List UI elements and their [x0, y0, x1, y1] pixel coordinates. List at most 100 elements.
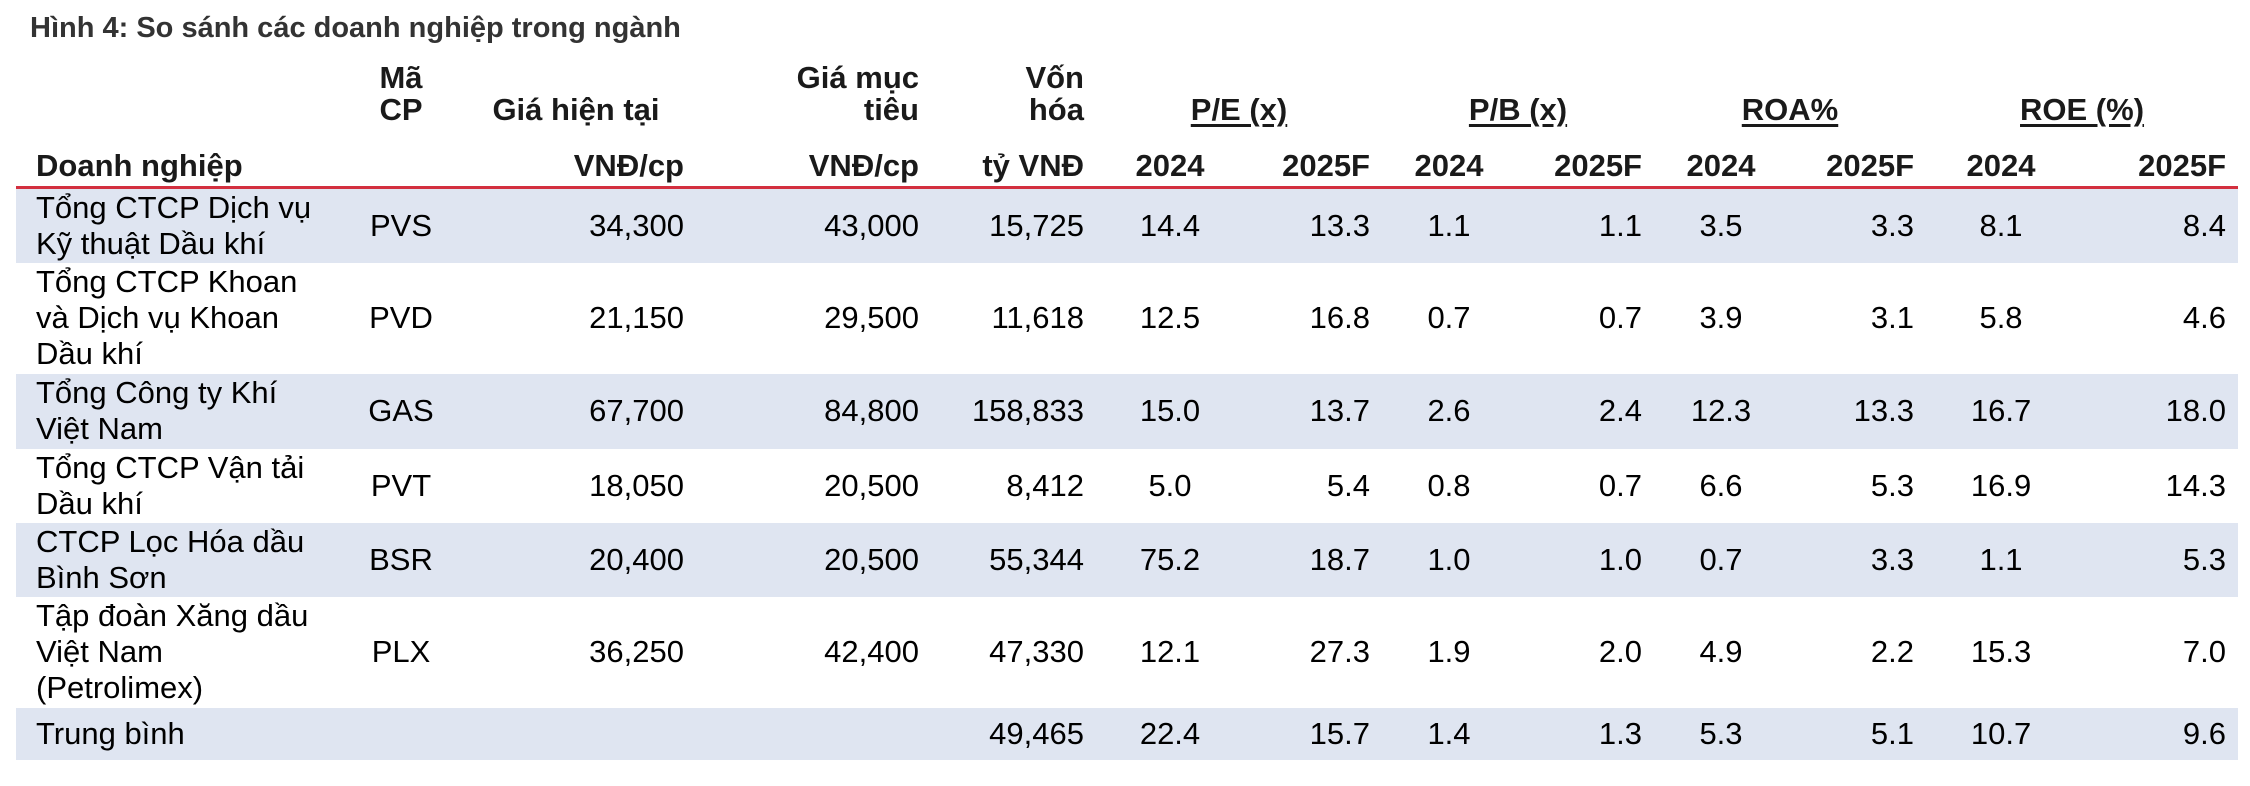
header-unit-target: VNĐ/cp	[808, 148, 919, 183]
company-name-text: CTCP Lọc Hóa dầu Bình Sơn	[36, 523, 305, 595]
pe-2025f-cell: 13.3	[1244, 187, 1382, 263]
roe-2025f-cell: 5.3	[2076, 522, 2239, 597]
current-price-cell: 18,050	[589, 467, 684, 503]
target-price-cell: 29,500	[824, 300, 919, 335]
market-cap-cell: 47,330	[989, 634, 1084, 669]
ticker-cell: GAS	[346, 373, 456, 449]
target-price-cell: 20,500	[824, 467, 919, 503]
header-blank-2	[346, 126, 456, 188]
roe-2024-cell: 1.1	[1926, 522, 2077, 597]
target-price-cell: 84,800	[696, 373, 931, 449]
header-row-1: Mã CP Giá hiện tại Giá mục tiêu Vốn hóa …	[16, 62, 2238, 126]
header-pb-label: P/B (x)	[1468, 92, 1568, 127]
company-name: Tổng CTCP Khoan và Dịch vụ Khoan Dầu khí	[16, 263, 346, 374]
header-target-price: Giá mục tiêu	[696, 62, 931, 126]
average-row: Trung bình 49,465 22.4 15.7 1.4 1.3 5.3 …	[16, 707, 2239, 760]
pe-2024-cell: 12.5	[1139, 300, 1201, 335]
target-price-cell: 20,500	[696, 522, 931, 597]
company-name-text: Tổng Công ty Khí Việt Nam	[36, 375, 278, 446]
roa-2024-cell: 3.5	[1654, 187, 1788, 263]
average-roe-2024: 10.7	[1926, 707, 2077, 760]
average-ticker-empty	[346, 707, 456, 760]
pb-2024-cell: 0.7	[1427, 300, 1471, 335]
header-pb-2025f: 2025F	[1554, 148, 1642, 183]
roe-2025f-cell: 7.0	[2182, 634, 2227, 669]
header-roa-group: ROA%	[1654, 62, 1926, 126]
header-roe-2025f: 2025F	[2138, 148, 2227, 183]
roe-2025f-cell: 4.6	[2182, 300, 2227, 335]
pe-2024-cell: 12.1	[1139, 634, 1201, 669]
header-pe-label: P/E (x)	[1190, 92, 1288, 127]
pe-2024-cell: 5.0	[1148, 467, 1192, 503]
company-name: Tổng CTCP Dịch vụ Kỹ thuật Dầu khí	[16, 187, 346, 263]
roe-2024-cell: 15.3	[1970, 634, 2032, 669]
market-cap-cell: 158,833	[931, 373, 1096, 449]
ticker-cell: PVS	[346, 187, 456, 263]
pb-2024-cell: 1.1	[1382, 187, 1516, 263]
table-row: Tập đoàn Xăng dầu Việt Nam (Petrolimex) …	[16, 597, 2238, 708]
pe-2025f-cell: 16.8	[1309, 300, 1370, 335]
average-pb-2025f: 1.3	[1516, 707, 1654, 760]
header-unit-cap: tỷ VNĐ	[982, 148, 1084, 183]
market-cap-cell: 8,412	[1006, 467, 1084, 503]
roa-2025f-cell: 13.3	[1788, 373, 1927, 449]
header-unit-price: VNĐ/cp	[573, 148, 684, 183]
table-row: Tổng CTCP Khoan và Dịch vụ Khoan Dầu khí…	[16, 263, 2238, 374]
current-price-cell: 67,700	[456, 373, 696, 449]
roa-2025f-cell: 3.3	[1788, 522, 1927, 597]
company-name-text: Tổng CTCP Khoan và Dịch vụ Khoan Dầu khí	[36, 264, 298, 371]
average-pe-2025f: 15.7	[1244, 707, 1382, 760]
figure-title: Hình 4: So sánh các doanh nghiệp trong n…	[30, 12, 681, 44]
pe-2024-cell: 14.4	[1096, 187, 1244, 263]
header-current-price: Giá hiện tại	[492, 92, 660, 127]
header-pb-group: P/B (x)	[1382, 62, 1654, 126]
header-pe-2024: 2024	[1135, 148, 1205, 183]
current-price-cell: 21,150	[589, 300, 684, 335]
roa-2024-cell: 12.3	[1654, 373, 1788, 449]
company-name-text: Tổng CTCP Vận tải Dầu khí	[36, 449, 305, 521]
table-row: Tổng Công ty Khí Việt Nam GAS 67,700 84,…	[16, 373, 2239, 449]
roe-2024-cell: 16.9	[1970, 467, 2032, 503]
pb-2025f-cell: 0.7	[1598, 467, 1642, 503]
header-market-cap-text: Vốn hóa	[1025, 60, 1084, 127]
average-price-empty	[456, 707, 696, 760]
company-name: CTCP Lọc Hóa dầu Bình Sơn	[16, 522, 346, 597]
roe-2024-cell: 16.7	[1926, 373, 2077, 449]
header-pe-2025f: 2025F	[1282, 148, 1370, 183]
pe-2024-cell: 75.2	[1096, 522, 1244, 597]
header-roa-2025f: 2025F	[1826, 148, 1915, 183]
pb-2024-cell: 1.0	[1382, 522, 1516, 597]
company-name: Tổng Công ty Khí Việt Nam	[16, 373, 346, 449]
header-roe-label: ROE (%)	[2020, 92, 2145, 127]
pe-2025f-cell: 5.4	[1326, 467, 1370, 503]
market-cap-cell: 11,618	[991, 300, 1084, 335]
average-pe-2024: 22.4	[1096, 707, 1244, 760]
pb-2025f-cell: 2.0	[1598, 634, 1642, 669]
pe-2024-cell: 15.0	[1096, 373, 1244, 449]
target-price-cell: 42,400	[824, 634, 919, 669]
roa-2024-cell: 3.9	[1699, 300, 1743, 335]
ticker-cell: PVT	[370, 467, 432, 503]
pe-2025f-cell: 27.3	[1309, 634, 1370, 669]
header-roa-label: ROA%	[1741, 92, 1839, 127]
roa-2024-cell: 4.9	[1699, 634, 1743, 669]
roa-2025f-cell: 3.1	[1870, 300, 1915, 335]
market-cap-cell: 55,344	[931, 522, 1096, 597]
current-price-cell: 34,300	[456, 187, 696, 263]
table-row: Tổng CTCP Vận tải Dầu khí PVT 18,050 20,…	[16, 449, 2238, 523]
current-price-cell: 20,400	[456, 522, 696, 597]
roe-2025f-cell: 18.0	[2076, 373, 2239, 449]
ticker-cell: BSR	[346, 522, 456, 597]
pb-2024-cell: 0.8	[1427, 467, 1471, 503]
pb-2025f-cell: 2.4	[1516, 373, 1654, 449]
header-market-cap: Vốn hóa	[931, 62, 1096, 126]
average-label: Trung bình	[16, 707, 346, 760]
average-pb-2024: 1.4	[1382, 707, 1516, 760]
header-pb-2024: 2024	[1414, 148, 1484, 183]
header-blank	[16, 62, 346, 126]
roe-2025f-cell: 14.3	[2165, 467, 2227, 503]
ticker-cell: PVD	[369, 300, 433, 335]
pb-2024-cell: 1.9	[1427, 634, 1471, 669]
current-price-cell: 36,250	[589, 634, 684, 669]
roa-2024-cell: 0.7	[1654, 522, 1788, 597]
